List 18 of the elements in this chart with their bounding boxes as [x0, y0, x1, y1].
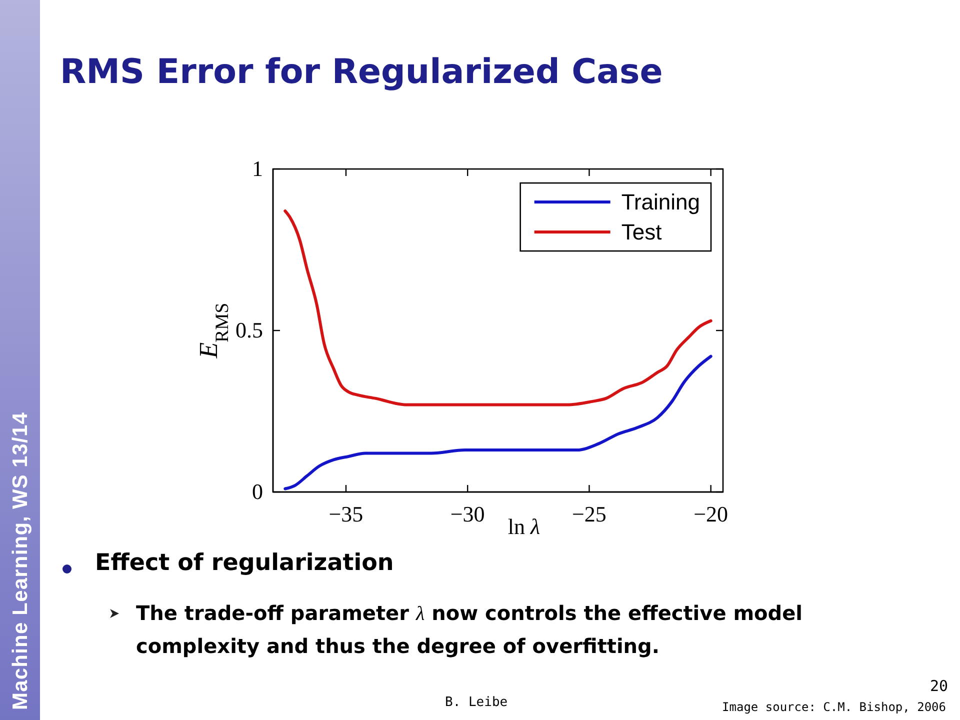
x-tick-label: −25 [572, 502, 606, 527]
x-axis-title: ln λ [508, 514, 540, 539]
chart-title: RMS Error for Regularized Case [60, 52, 663, 92]
text: B. Leibe [445, 695, 508, 710]
y-tick-label: 0 [252, 479, 263, 504]
y-tick-label: 1 [252, 156, 263, 182]
x-tick-label: −35 [328, 502, 364, 527]
x-tick-label: −20 [694, 502, 728, 527]
x-tick-label: −30 [450, 502, 485, 527]
text: Image source: C.M. Bishop, 2006 [722, 700, 946, 714]
text: Effect of regularization [95, 550, 394, 576]
line-series [284, 354, 712, 490]
legend-label: Training [621, 190, 700, 215]
text: Machine Learning, WS 13/14 [9, 412, 32, 710]
text: The trade-off parameter λ now controls the effective model complexity and thus the degree of overfitting. [136, 600, 804, 660]
legend-label: Test [621, 220, 662, 245]
y-tick-label: 0.5 [236, 318, 263, 343]
text: 20 [930, 677, 948, 695]
